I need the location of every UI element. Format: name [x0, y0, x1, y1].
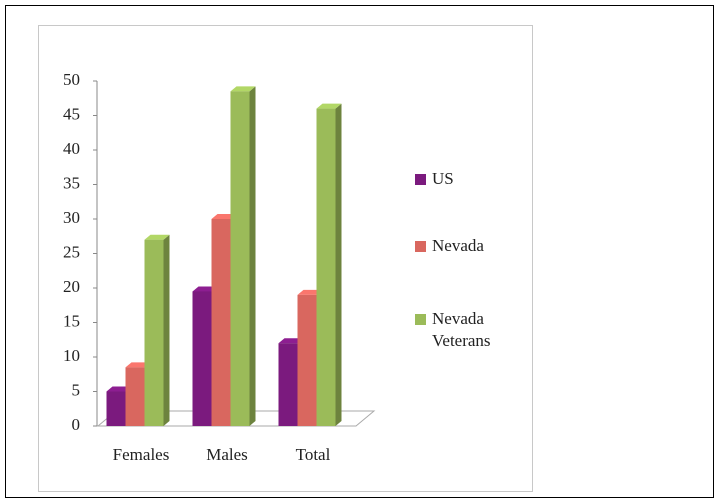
legend-item: US	[415, 168, 525, 190]
y-tick-label: 40	[63, 139, 80, 158]
bar	[144, 239, 164, 426]
bar-side	[163, 234, 170, 426]
x-tick-label: Total	[296, 445, 331, 464]
bar	[297, 294, 317, 426]
bar	[125, 367, 145, 426]
bar-top	[144, 234, 170, 240]
bar-top	[211, 214, 237, 219]
bar-top	[278, 338, 304, 344]
bar	[316, 108, 336, 426]
y-tick-label: 35	[63, 173, 80, 192]
bar-side	[335, 103, 342, 426]
y-tick-label: 10	[63, 346, 80, 365]
x-tick-label: Females	[113, 445, 170, 464]
bar-top	[297, 289, 323, 295]
bar	[211, 219, 231, 426]
bar	[192, 291, 212, 426]
legend-swatch	[415, 314, 426, 325]
y-tick-label: 45	[63, 104, 80, 123]
frame	[5, 5, 714, 498]
bar-top	[125, 362, 151, 368]
legend-swatch	[415, 241, 426, 252]
y-tick-label: 25	[63, 242, 80, 261]
y-tick-label: 15	[63, 311, 80, 330]
bar-top	[230, 86, 256, 92]
legend-item: Nevada	[415, 235, 525, 257]
legend-label: Nevada	[432, 236, 484, 255]
legend-label: Nevada Veterans	[432, 309, 491, 350]
bar	[106, 391, 126, 426]
legend-item: Nevada Veterans	[415, 308, 525, 352]
y-tick-label: 50	[63, 70, 80, 89]
legend-label: US	[432, 169, 454, 188]
bar	[230, 91, 250, 426]
x-tick-label: Males	[206, 445, 248, 464]
bar-top	[192, 286, 218, 292]
y-tick-label: 5	[72, 380, 81, 399]
bar-side	[249, 86, 256, 426]
y-tick-label: 0	[72, 415, 81, 434]
legend-swatch	[415, 174, 426, 185]
y-tick-label: 30	[63, 208, 80, 227]
bar-top	[316, 103, 342, 109]
y-tick-label: 20	[63, 277, 80, 296]
bar	[278, 343, 298, 426]
bar-top	[106, 386, 132, 392]
